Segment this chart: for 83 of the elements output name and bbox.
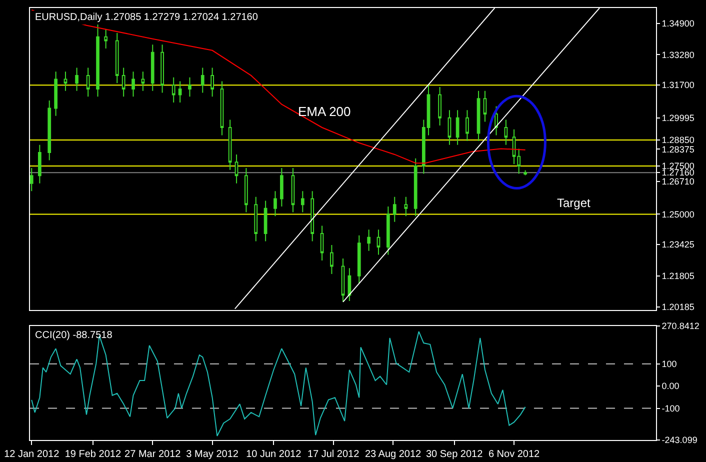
candlestick [320, 225, 324, 261]
candlestick [524, 170, 527, 176]
ref-line-label: Target [557, 196, 592, 210]
candlestick [64, 71, 68, 92]
candlestick [504, 119, 508, 146]
x-tick-label: 27 Mar 2012 [124, 449, 182, 460]
series-label: EMA 200 [298, 104, 351, 119]
y-tick-label: 1.33280 [662, 50, 694, 60]
x-tick-label: 12 Jan 2012 [4, 449, 60, 460]
x-tick-label: 6 Nov 2012 [488, 449, 540, 460]
candlestick [264, 200, 268, 242]
y-tick-label: 1.28375 [662, 144, 694, 154]
y-tick-label: 270.8412 [662, 321, 700, 332]
candlestick [386, 206, 390, 256]
y-tick-label: 1.31700 [662, 80, 694, 90]
candlestick [254, 196, 258, 242]
chart-title: CCI(20) -88.7518 [35, 330, 113, 341]
x-tick-label: 19 Feb 2012 [64, 449, 122, 460]
y-tick-label: 1.29995 [662, 113, 694, 124]
candlestick [188, 76, 192, 98]
candlestick [494, 106, 498, 136]
y-tick-label: 1.23425 [662, 240, 694, 250]
candlestick [86, 67, 90, 98]
x-tick-label: 23 Aug 2012 [364, 449, 422, 460]
candlestick [228, 119, 232, 170]
y-tick-label: 1.27160 [662, 168, 694, 178]
candlestick [274, 190, 277, 217]
x-tick-label: 10 Jun 2012 [246, 449, 302, 460]
y-tick-label: -100 [662, 403, 680, 414]
y-tick-label: 1.34900 [662, 18, 694, 29]
x-tick-label: 30 Sep 2012 [426, 449, 484, 460]
candlestick [104, 28, 108, 49]
line-series [31, 331, 526, 436]
candlestick [341, 258, 345, 302]
candlestick [476, 90, 480, 142]
y-tick-label: -243.099 [662, 435, 698, 446]
y-tick-label: 1.25000 [662, 209, 694, 220]
x-tick-label: 3 May 2012 [186, 449, 239, 460]
candlestick [234, 154, 238, 184]
y-tick-label: 1.26710 [662, 176, 694, 186]
candlestick [376, 229, 380, 256]
candlestick [448, 110, 452, 146]
candlestick [75, 67, 78, 92]
candlestick [456, 110, 460, 146]
candlestick [210, 67, 214, 98]
candlestick [280, 167, 284, 208]
candlestick [200, 67, 204, 94]
candlestick [160, 44, 164, 94]
candlestick [178, 80, 182, 103]
y-tick-label: 0.00 [662, 381, 680, 392]
candlestick [310, 190, 314, 242]
candlestick [244, 167, 248, 213]
candlestick [483, 90, 487, 122]
candlestick [438, 86, 442, 126]
candlestick [38, 144, 42, 184]
candlestick [115, 32, 119, 84]
candlestick [291, 167, 295, 213]
candlestick [141, 71, 145, 92]
candlestick [300, 190, 304, 213]
candlestick [414, 158, 418, 217]
candlestick [404, 196, 408, 217]
candlestick [330, 244, 334, 274]
line-series [31, 9, 526, 164]
candlestick [357, 234, 361, 284]
chart-title: EURUSD,Daily 1.27085 1.27279 1.27024 1.27160 [35, 12, 258, 23]
candlestick [54, 71, 58, 116]
y-tick-label: 100 [662, 359, 677, 370]
candlestick [150, 44, 154, 92]
y-tick-label: 1.20185 [662, 302, 694, 312]
candlestick [96, 22, 100, 98]
candlestick [348, 268, 352, 302]
x-tick-label: 17 Jul 2012 [307, 449, 360, 460]
candlestick [48, 100, 52, 161]
candlestick [367, 229, 370, 252]
candlestick [466, 110, 469, 142]
candlestick [220, 80, 224, 136]
candlestick [392, 196, 396, 222]
candlestick [122, 67, 126, 98]
candlestick [172, 76, 176, 103]
y-tick-label: 1.28850 [662, 135, 694, 146]
y-tick-label: 1.21805 [662, 270, 694, 281]
candlestick [132, 71, 135, 98]
candlestick [30, 167, 34, 192]
